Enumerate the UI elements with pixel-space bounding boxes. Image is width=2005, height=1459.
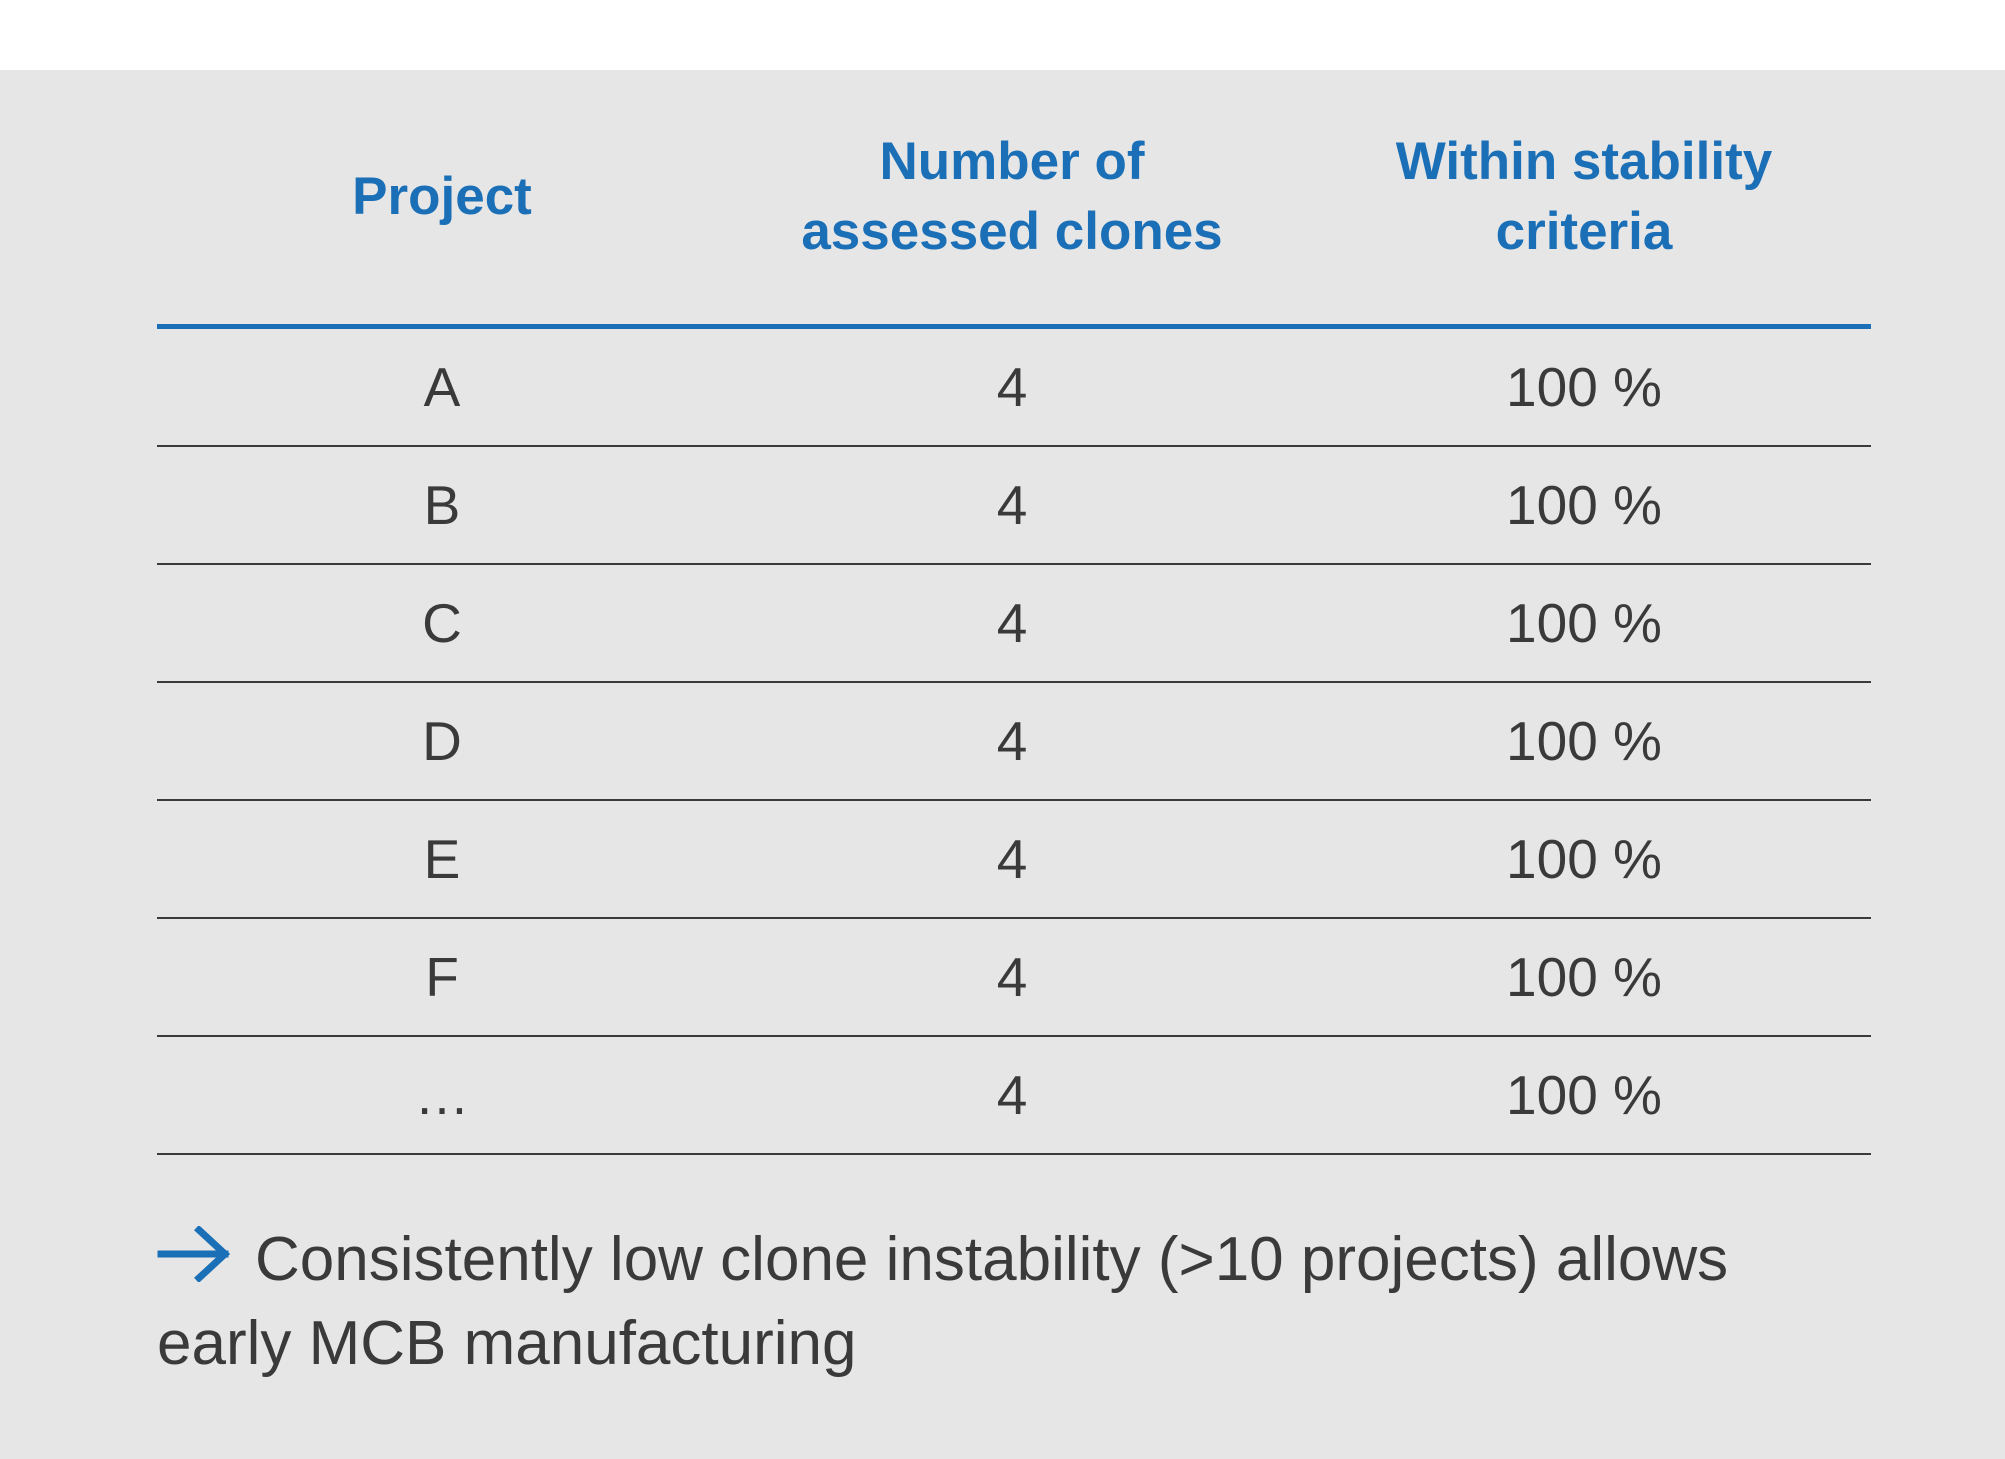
table-row: A 4 100 % xyxy=(157,329,1871,447)
table-row: C 4 100 % xyxy=(157,565,1871,683)
table-row: E 4 100 % xyxy=(157,801,1871,919)
conclusion-note: Consistently low clone instability (>10 … xyxy=(157,1218,1917,1386)
conclusion-text-line2: early MCB manufacturing xyxy=(157,1309,857,1378)
cell-project: F xyxy=(425,946,459,1008)
cell-stability: 100 % xyxy=(1506,946,1662,1008)
table-row: F 4 100 % xyxy=(157,919,1871,1037)
cell-project: B xyxy=(423,474,461,536)
table-header: Project Number of assessed clones Within… xyxy=(157,70,1871,329)
cell-stability: 100 % xyxy=(1506,474,1662,536)
cell-assessed-clones: 4 xyxy=(996,946,1028,1008)
stability-table: Project Number of assessed clones Within… xyxy=(157,70,1871,1155)
arrow-right-icon xyxy=(157,1220,233,1304)
header-assessed-clones-label: Number of assessed clones xyxy=(801,132,1223,261)
cell-assessed-clones: 4 xyxy=(996,356,1028,418)
cell-project: E xyxy=(423,828,461,890)
cell-project: A xyxy=(423,356,461,418)
table-body: A 4 100 % B 4 100 % C 4 100 % D 4 100 % E 4 100 % F 4 100… xyxy=(157,329,1871,1155)
table-row: … 4 100 % xyxy=(157,1037,1871,1155)
header-stability-criteria: Within stability criteria xyxy=(1297,70,1871,324)
cell-project: D xyxy=(422,710,462,772)
cell-project: C xyxy=(422,592,462,654)
content-panel: Project Number of assessed clones Within… xyxy=(0,70,2005,1459)
table-row: D 4 100 % xyxy=(157,683,1871,801)
cell-assessed-clones: 4 xyxy=(996,592,1028,654)
header-stability-criteria-label: Within stability criteria xyxy=(1395,132,1773,261)
header-assessed-clones: Number of assessed clones xyxy=(727,70,1297,324)
cell-assessed-clones: 4 xyxy=(996,474,1028,536)
cell-stability: 100 % xyxy=(1506,356,1662,418)
cell-assessed-clones: 4 xyxy=(996,1064,1028,1126)
cell-stability: 100 % xyxy=(1506,710,1662,772)
cell-assessed-clones: 4 xyxy=(996,828,1028,890)
table-row: B 4 100 % xyxy=(157,447,1871,565)
header-project: Project xyxy=(352,167,532,226)
cell-assessed-clones: 4 xyxy=(996,710,1028,772)
cell-stability: 100 % xyxy=(1506,1064,1662,1126)
cell-stability: 100 % xyxy=(1506,828,1662,890)
cell-stability: 100 % xyxy=(1506,592,1662,654)
cell-project: … xyxy=(414,1064,470,1126)
conclusion-text-line1: Consistently low clone instability (>10 … xyxy=(255,1225,1729,1294)
